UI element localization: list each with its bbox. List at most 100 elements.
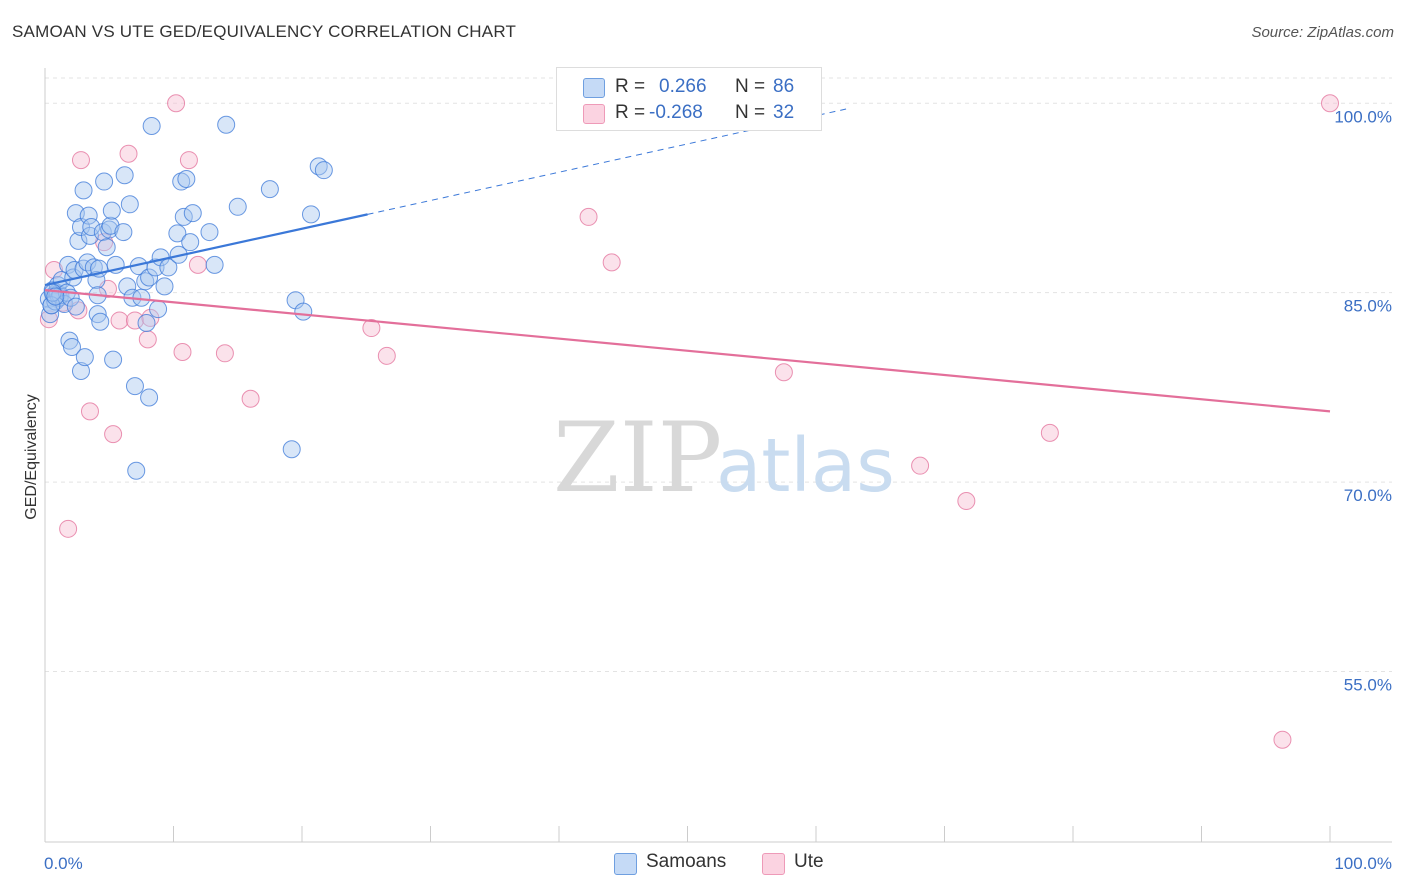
samoans-point <box>97 238 116 257</box>
chart-title: SAMOAN VS UTE GED/EQUIVALENCY CORRELATIO… <box>12 22 517 41</box>
samoans-point <box>127 461 146 480</box>
ute-points <box>39 94 1339 749</box>
ute-point <box>125 311 144 330</box>
y-tick-label: 85.0% <box>1344 297 1392 316</box>
samoans-trend-line <box>44 213 368 287</box>
axes <box>44 68 1392 843</box>
samoans-points <box>39 115 333 480</box>
ute-point <box>71 151 90 170</box>
ute-point <box>188 255 207 274</box>
samoans-point <box>314 161 333 180</box>
legend-n-label: N = <box>735 76 766 97</box>
samoans-point <box>282 440 301 459</box>
ute-point <box>215 344 234 363</box>
samoans-point <box>294 302 313 321</box>
ute-swatch <box>762 853 785 875</box>
samoans-point <box>102 201 121 220</box>
legend-n-value: 86 <box>773 76 795 97</box>
ute-point <box>173 343 192 362</box>
samoans-point <box>140 268 159 287</box>
ute-point <box>774 363 793 382</box>
samoans-swatch <box>614 853 637 875</box>
samoans-point <box>181 233 200 252</box>
samoans-point <box>140 388 159 407</box>
ute-point <box>179 151 198 170</box>
y-axis-label: GED/Equivalency <box>23 394 40 519</box>
samoans-point <box>183 204 202 223</box>
samoans-point <box>137 313 156 332</box>
samoans-point <box>66 297 85 316</box>
legend-r-value: 0.266 <box>659 76 707 97</box>
correlation-legend: R = 0.266 N = 86 R = -0.268 N = 32 <box>556 67 822 131</box>
ute-point <box>119 144 138 163</box>
ute-point <box>104 425 123 444</box>
samoans-point <box>74 181 93 200</box>
ute-point <box>167 94 186 113</box>
samoans-point <box>200 223 219 242</box>
samoans-point <box>228 197 247 216</box>
svg-text:ZIP: ZIP <box>553 402 722 514</box>
y-tick-label: 70.0% <box>1344 486 1392 505</box>
ute-point <box>1040 423 1059 442</box>
legend-n-label: N = <box>735 102 766 123</box>
source-label: Source: ZipAtlas.com <box>1251 24 1394 41</box>
ute-point <box>377 346 396 365</box>
ute-point <box>579 207 598 226</box>
legend-swatch-samoans <box>583 78 605 98</box>
samoans-point <box>75 348 94 367</box>
legend-r-value: -0.268 <box>649 102 703 123</box>
samoans-point <box>174 207 193 226</box>
samoans-point <box>88 305 107 324</box>
legend-r-label: R = <box>615 102 646 123</box>
samoans-point <box>146 258 165 277</box>
samoans-point <box>177 170 196 189</box>
samoans-point <box>205 255 224 274</box>
samoans-point <box>79 206 98 225</box>
y-tick-label: 55.0% <box>1344 676 1392 695</box>
legend-r-label: R = <box>615 76 646 97</box>
samoans-point <box>125 377 144 396</box>
samoans-point <box>69 231 88 250</box>
samoans-point <box>104 350 123 369</box>
x-tick-label: 100.0% <box>1334 854 1392 873</box>
samoans-point <box>115 166 134 185</box>
svg-text:atlas: atlas <box>716 423 895 509</box>
samoans-point <box>95 172 114 191</box>
samoans-point <box>172 172 191 191</box>
ute-point <box>241 389 260 408</box>
tick-labels: 55.0% 70.0% 85.0% 100.0% 0.0% 100.0% <box>44 107 1392 873</box>
samoans-point <box>260 180 279 199</box>
ute-point <box>362 319 381 338</box>
samoans-point <box>217 115 236 134</box>
ute-point <box>59 519 78 538</box>
legend-n-value: 32 <box>773 102 795 123</box>
legend-swatch-ute <box>583 104 605 124</box>
ute-point <box>110 311 129 330</box>
samoans-point <box>149 300 168 319</box>
ute-point <box>911 456 930 475</box>
y-tick-label: 100.0% <box>1334 107 1392 126</box>
x-tick-label: 0.0% <box>44 854 83 873</box>
samoans-point <box>301 205 320 224</box>
ute-point <box>602 253 621 272</box>
samoans-point <box>168 224 187 243</box>
samoans-point <box>155 277 174 296</box>
samoans-point <box>120 195 139 214</box>
ute-trend-line <box>44 289 1331 413</box>
ute-point <box>1321 94 1339 113</box>
zipatlas-watermark: ZIP atlas <box>553 402 895 514</box>
ute-point <box>138 330 157 349</box>
samoans-point <box>82 218 101 237</box>
ute-point <box>957 492 976 511</box>
samoans-point <box>142 116 161 135</box>
samoans-point <box>114 223 133 242</box>
samoans-point <box>118 277 137 296</box>
ute-point <box>44 260 63 279</box>
samoans-point <box>62 337 81 356</box>
samoans-label: Samoans <box>646 851 727 872</box>
trend-lines <box>44 107 1331 413</box>
samoans-point <box>71 361 90 380</box>
ute-point <box>80 402 99 421</box>
samoans-point <box>55 295 74 314</box>
